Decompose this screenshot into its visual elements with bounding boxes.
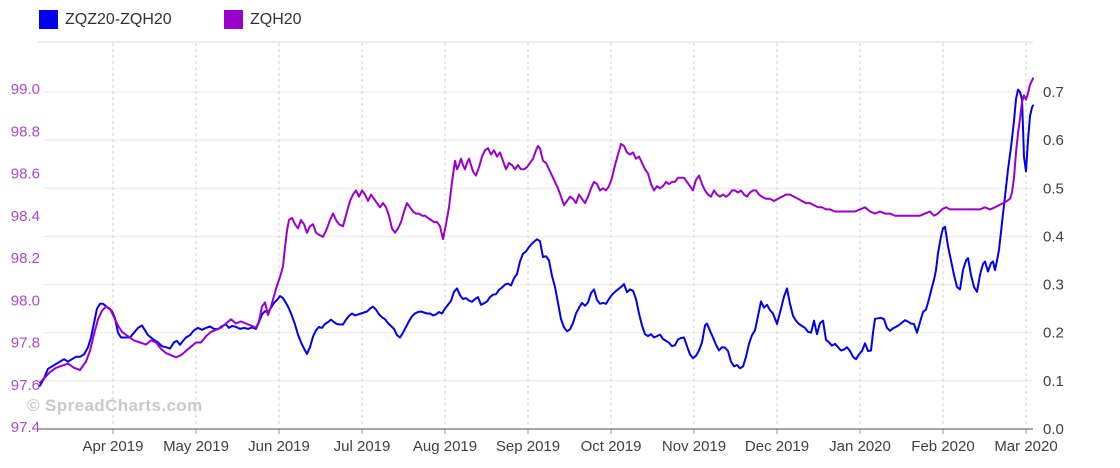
right-axis-tick-label: 0.3 xyxy=(1043,277,1064,294)
legend-item-zqz20-zqh20[interactable]: ZQZ20-ZQH20 xyxy=(39,10,172,29)
right-axis-tick-label: 0.5 xyxy=(1043,180,1064,197)
series-swatch-blue xyxy=(39,10,58,29)
series-line-zqz20-zqh20[interactable] xyxy=(39,88,1034,387)
x-axis-month-label: Dec 2019 xyxy=(745,438,809,455)
left-axis-tick-label: 98.4 xyxy=(11,208,40,225)
series-swatch-purple xyxy=(224,10,243,29)
left-axis-tick-label: 97.8 xyxy=(11,335,40,352)
left-axis-tick-label: 98.6 xyxy=(11,166,40,183)
series-line-zqh20[interactable] xyxy=(39,77,1034,384)
x-axis-month-label: Aug 2019 xyxy=(413,438,477,455)
right-axis-tick-label: 0.1 xyxy=(1043,373,1064,390)
right-axis-tick-label: 0.2 xyxy=(1043,325,1064,342)
right-axis-tick-label: 0.0 xyxy=(1043,421,1064,438)
left-axis-tick-label: 99.0 xyxy=(11,81,40,98)
x-axis-month-label: Sep 2019 xyxy=(496,438,560,455)
right-axis-tick-label: 0.6 xyxy=(1043,132,1064,149)
right-axis-tick-label: 0.4 xyxy=(1043,228,1064,245)
x-axis-month-label: Jun 2019 xyxy=(248,438,310,455)
chart-legend: ZQZ20-ZQH20 ZQH20 xyxy=(0,0,1120,42)
left-axis-tick-label: 97.4 xyxy=(11,419,40,436)
x-axis-month-label: Mar 2020 xyxy=(994,438,1057,455)
left-axis-tick-label: 98.0 xyxy=(11,292,40,309)
x-axis-month-label: Feb 2020 xyxy=(911,438,974,455)
x-axis-month-label: Nov 2019 xyxy=(662,438,726,455)
x-axis-month-label: Jul 2019 xyxy=(334,438,391,455)
x-axis-month-label: Oct 2019 xyxy=(581,438,642,455)
watermark: © SpreadCharts.com xyxy=(27,396,203,415)
left-axis-tick-label: 98.2 xyxy=(11,250,40,267)
left-axis-tick-label: 97.6 xyxy=(11,377,40,394)
x-axis-month-label: May 2019 xyxy=(163,438,229,455)
x-axis-month-label: Apr 2019 xyxy=(83,438,144,455)
left-axis-tick-label: 98.8 xyxy=(11,123,40,140)
x-axis-month-label: Jan 2020 xyxy=(829,438,891,455)
legend-label: ZQZ20-ZQH20 xyxy=(65,10,172,28)
legend-item-zqh20[interactable]: ZQH20 xyxy=(224,10,302,29)
right-axis-tick-label: 0.7 xyxy=(1043,84,1064,101)
legend-label: ZQH20 xyxy=(250,10,302,28)
